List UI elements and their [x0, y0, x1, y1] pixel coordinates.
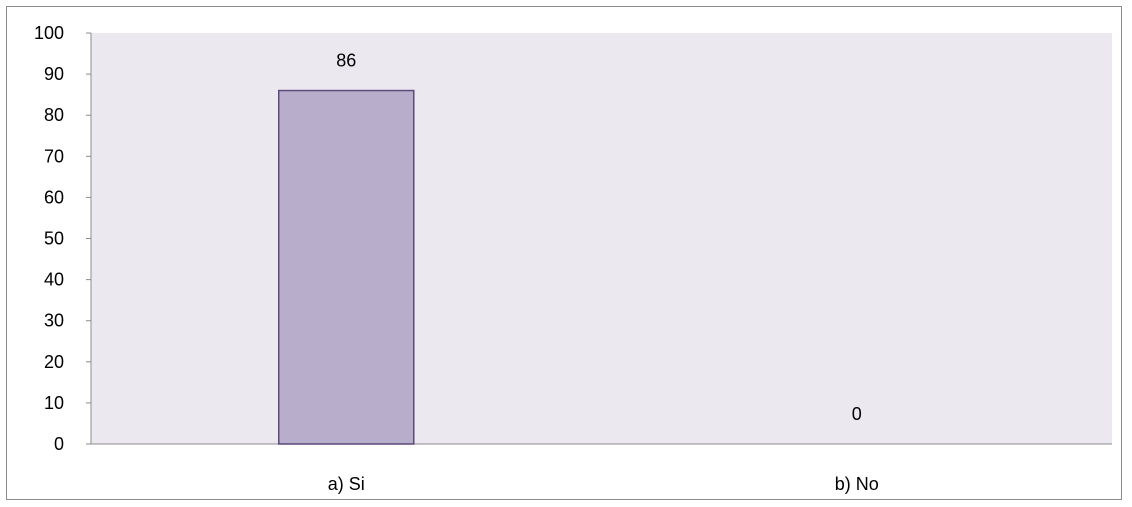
y-tick-label: 10 [44, 393, 64, 413]
y-tick-label: 20 [44, 352, 64, 372]
y-tick-label: 80 [44, 105, 64, 125]
data-label-1: 86 [336, 51, 356, 71]
category-label-2: b) No [835, 474, 879, 494]
data-labels: 86 0 [336, 51, 862, 424]
category-labels: a) Si b) No [328, 474, 879, 494]
y-tick-label: 30 [44, 311, 64, 331]
bars [278, 89, 415, 445]
plot-area [91, 33, 1112, 444]
y-tick-label: 100 [34, 23, 64, 43]
y-axis-ticks: 0 10 20 30 40 50 60 70 80 90 100 [34, 23, 91, 454]
data-label-2: 0 [852, 404, 862, 424]
y-tick-label: 90 [44, 64, 64, 84]
y-tick-label: 40 [44, 270, 64, 290]
y-tick-label: 50 [44, 229, 64, 249]
y-tick-label: 70 [44, 146, 64, 166]
category-label-1: a) Si [328, 474, 365, 494]
bar-1 [278, 89, 415, 445]
y-tick-label: 60 [44, 187, 64, 207]
y-tick-label: 0 [54, 434, 64, 454]
